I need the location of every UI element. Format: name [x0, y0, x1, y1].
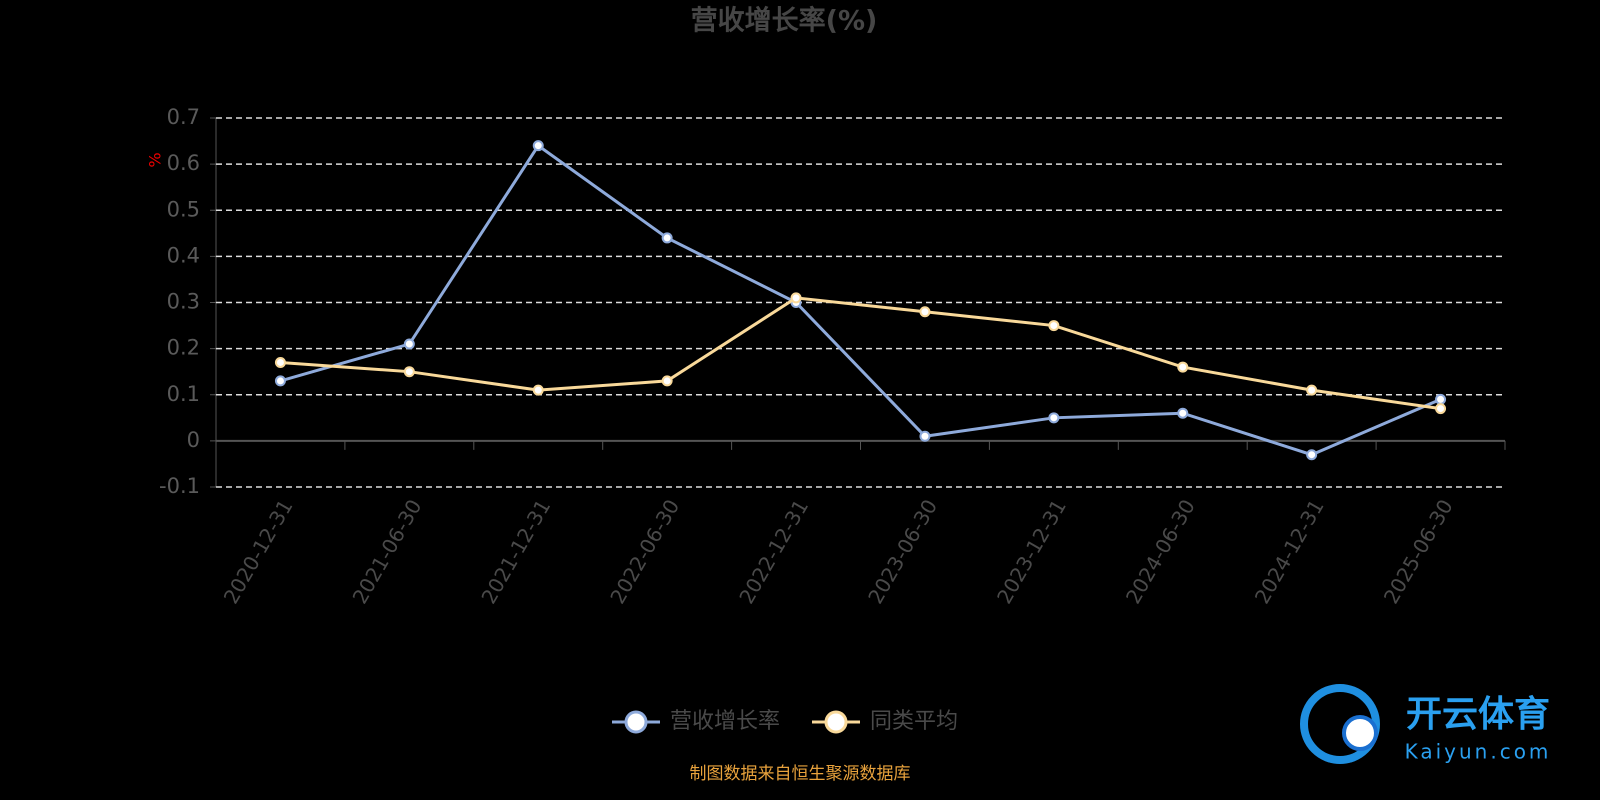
data-point	[919, 430, 931, 442]
data-point	[1048, 320, 1060, 332]
y-tick-label: 0	[187, 428, 200, 452]
chart-title: 营收增长率(%)	[691, 5, 878, 37]
data-point	[403, 366, 415, 378]
y-tick-label: 0.4	[167, 243, 200, 267]
y-tick-label: 0.2	[167, 336, 200, 360]
data-point	[661, 232, 673, 244]
legend-marker	[824, 710, 848, 734]
data-point	[274, 375, 286, 387]
watermark-brand: 开云体育	[1406, 694, 1550, 735]
data-point	[661, 375, 673, 387]
data-point	[1177, 407, 1189, 419]
series-line	[280, 296, 1441, 411]
data-point	[403, 338, 415, 350]
y-tick-label: 0.5	[167, 197, 200, 221]
data-point	[790, 292, 802, 304]
data-point	[1435, 393, 1447, 405]
watermark-site: Kaiyun.com	[1405, 740, 1552, 764]
y-axis-label: %	[146, 152, 165, 167]
y-tick-label: -0.1	[159, 474, 200, 498]
data-point	[1306, 449, 1318, 461]
data-point	[1306, 384, 1318, 396]
legend-marker	[624, 710, 648, 734]
source-note: 制图数据来自恒生聚源数据库	[690, 764, 911, 784]
data-point	[1048, 412, 1060, 424]
data-point	[1177, 361, 1189, 373]
y-tick-label: 0.7	[167, 105, 200, 129]
legend-label: 同类平均	[870, 709, 958, 734]
watermark-ball	[1342, 715, 1378, 751]
data-point	[532, 384, 544, 396]
data-point	[532, 140, 544, 152]
watermark: 开云体育 Kaiyun.com	[1300, 684, 1552, 764]
y-tick-label: 0.1	[167, 382, 200, 406]
series-line	[280, 143, 1442, 457]
data-point	[1435, 403, 1447, 415]
y-tick-label: 0.6	[167, 151, 200, 175]
y-tick-label: 0.3	[167, 290, 200, 314]
data-point	[919, 306, 931, 318]
data-point	[274, 356, 286, 368]
legend-label: 营收增长率	[670, 709, 780, 734]
watermark-logo	[1300, 684, 1380, 764]
